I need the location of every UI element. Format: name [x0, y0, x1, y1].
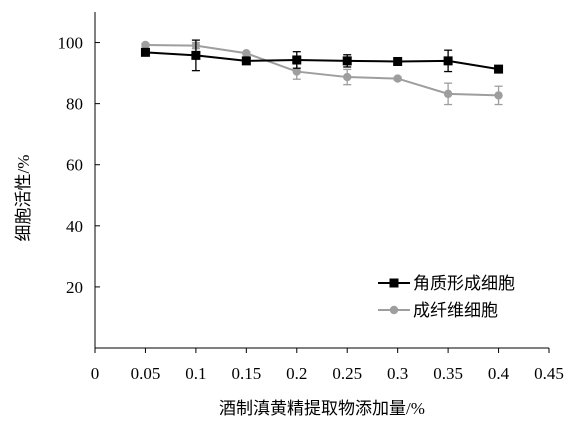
y-tick-label-0: 20 — [66, 278, 83, 297]
series-line-0 — [145, 51, 499, 71]
x-tick-label-0: 0 — [91, 364, 100, 383]
data-point-1-3 — [292, 67, 301, 76]
series-layer — [140, 39, 504, 106]
data-point-1-5 — [393, 74, 402, 83]
axes: 0 0.05 0.1 0.15 0.2 0.25 0.3 0.35 0.4 0.45 20 40 60 8… — [58, 12, 564, 383]
data-point-0-0 — [140, 47, 150, 57]
data-point-0-1 — [191, 50, 201, 60]
legend-label-0: 角质形成细胞 — [413, 274, 515, 293]
series-0 — [140, 39, 504, 74]
data-point-1-4 — [343, 72, 352, 82]
data-point-1-2 — [242, 49, 251, 58]
x-tick-label-7: 0.35 — [433, 364, 463, 383]
x-tick-label-2: 0.1 — [185, 364, 206, 383]
legend-marker-1 — [389, 305, 399, 315]
y-axis-title: 细胞活性/% — [14, 155, 33, 242]
x-tick-label-4: 0.2 — [286, 364, 307, 383]
x-tick-label-6: 0.3 — [387, 364, 408, 383]
x-tick-label-1: 0.05 — [131, 364, 161, 383]
legend-marker-0 — [389, 278, 399, 288]
data-point-1-6 — [443, 89, 453, 99]
data-point-0-3 — [292, 55, 302, 65]
x-tick-label-3: 0.15 — [231, 364, 261, 383]
x-tick-label-5: 0.25 — [332, 364, 362, 383]
data-point-0-7 — [494, 64, 504, 74]
series-line-1 — [145, 43, 499, 97]
data-point-0-4 — [342, 56, 352, 66]
data-point-0-6 — [443, 56, 453, 66]
data-point-0-5 — [393, 56, 403, 66]
x-axis-title: 酒制滇黄精提取物添加量/% — [219, 399, 425, 418]
data-point-1-7 — [494, 91, 503, 100]
legend-label-1: 成纤维细胞 — [413, 301, 498, 320]
y-tick-label-1: 40 — [66, 217, 83, 236]
y-tick-label-2: 60 — [66, 156, 83, 175]
data-point-1-0 — [141, 40, 150, 50]
y-tick-label-4: 100 — [58, 34, 84, 53]
x-tick-label-9: 0.45 — [534, 364, 564, 383]
x-tick-label-8: 0.4 — [488, 364, 510, 383]
series-1 — [141, 40, 503, 106]
y-tick-label-3: 80 — [66, 95, 83, 114]
data-point-0-2 — [241, 56, 251, 66]
